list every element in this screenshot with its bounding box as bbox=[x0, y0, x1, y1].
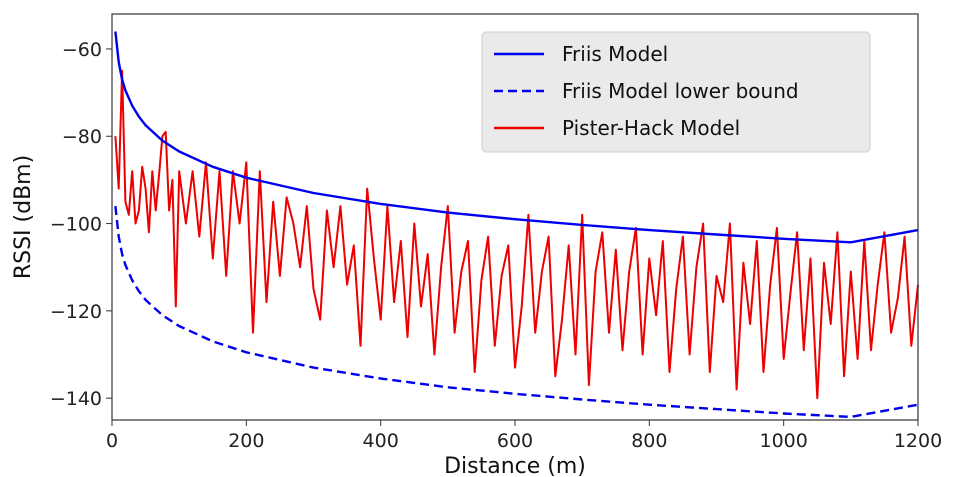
x-axis-label: Distance (m) bbox=[444, 454, 586, 477]
legend-label: Friis Model bbox=[562, 42, 668, 66]
y-axis-ticks: −60 −80 −100 −120 −140 bbox=[50, 39, 112, 410]
y-tick-label: −140 bbox=[50, 388, 102, 410]
x-tick-label: 0 bbox=[106, 430, 118, 452]
series-line-pister-hack-model bbox=[114, 69, 919, 400]
y-tick-label: −80 bbox=[62, 126, 102, 148]
legend-entries: Friis Model Friis Model lower bound Pister… bbox=[494, 42, 799, 140]
series-layer bbox=[114, 31, 919, 419]
x-tick-label: 1000 bbox=[759, 430, 807, 452]
y-tick-label: −100 bbox=[50, 214, 102, 236]
series-line-friis-model bbox=[114, 31, 919, 244]
legend: Friis Model Friis Model lower bound Pister… bbox=[481, 31, 871, 153]
x-tick-label: 1200 bbox=[894, 430, 942, 452]
legend-label: Friis Model lower bound bbox=[562, 79, 799, 103]
legend-box bbox=[481, 31, 871, 153]
x-axis-ticks: 0 200 400 600 800 1000 1200 bbox=[106, 420, 942, 452]
y-axis-label: RSSI (dBm) bbox=[11, 155, 36, 279]
legend-label: Pister-Hack Model bbox=[562, 116, 740, 140]
y-tick-label: −120 bbox=[50, 301, 102, 323]
y-tick-label: −60 bbox=[62, 39, 102, 61]
x-tick-label: 600 bbox=[497, 430, 533, 452]
x-tick-label: 800 bbox=[631, 430, 667, 452]
x-tick-label: 400 bbox=[363, 430, 399, 452]
x-tick-label: 200 bbox=[228, 430, 264, 452]
series-line-friis-model-lower-bound bbox=[114, 205, 919, 419]
